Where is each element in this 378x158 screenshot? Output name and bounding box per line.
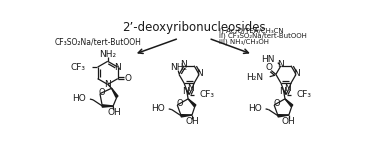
Text: 2’-deoxyribonucleosides: 2’-deoxyribonucleosides <box>122 21 265 34</box>
Text: OH: OH <box>282 117 296 126</box>
Polygon shape <box>181 115 192 117</box>
Text: HO: HO <box>151 104 165 113</box>
Text: O: O <box>124 74 131 83</box>
Text: O: O <box>265 63 273 72</box>
Polygon shape <box>278 115 289 117</box>
Text: i) Ac₂O/TEA/CH₃CN: i) Ac₂O/TEA/CH₃CN <box>219 27 284 34</box>
Text: H₂N: H₂N <box>246 73 263 82</box>
Text: OH: OH <box>185 117 199 126</box>
Text: N: N <box>279 87 286 96</box>
Text: N: N <box>197 69 203 78</box>
Polygon shape <box>112 88 118 97</box>
Text: CF₃SO₂Na/tert-ButOOH: CF₃SO₂Na/tert-ButOOH <box>55 38 142 47</box>
Polygon shape <box>188 99 196 107</box>
Text: HO: HO <box>248 104 262 113</box>
Text: NH₂: NH₂ <box>99 50 116 59</box>
Text: HO: HO <box>72 94 86 103</box>
Text: N: N <box>104 80 111 89</box>
Polygon shape <box>285 99 293 107</box>
Text: ii) CF₃SO₂Na/tert-ButOOH: ii) CF₃SO₂Na/tert-ButOOH <box>219 33 307 39</box>
Text: CF₃: CF₃ <box>200 90 215 99</box>
Text: CF₃: CF₃ <box>297 90 312 99</box>
Text: N: N <box>115 63 121 72</box>
Text: N: N <box>293 69 300 78</box>
Text: N: N <box>187 84 194 93</box>
Text: O: O <box>273 99 280 108</box>
Text: N: N <box>180 61 187 70</box>
Text: OH: OH <box>107 108 121 117</box>
Text: NH₂: NH₂ <box>170 63 187 72</box>
Text: iii) NH₃/CH₃OH: iii) NH₃/CH₃OH <box>219 38 269 45</box>
Text: HN: HN <box>261 55 275 64</box>
Text: N: N <box>277 61 284 70</box>
Text: N: N <box>183 87 189 96</box>
Text: CF₃: CF₃ <box>70 63 85 72</box>
Text: N: N <box>284 84 291 93</box>
Polygon shape <box>102 105 113 107</box>
Text: O: O <box>176 99 183 108</box>
Text: O: O <box>99 88 105 97</box>
